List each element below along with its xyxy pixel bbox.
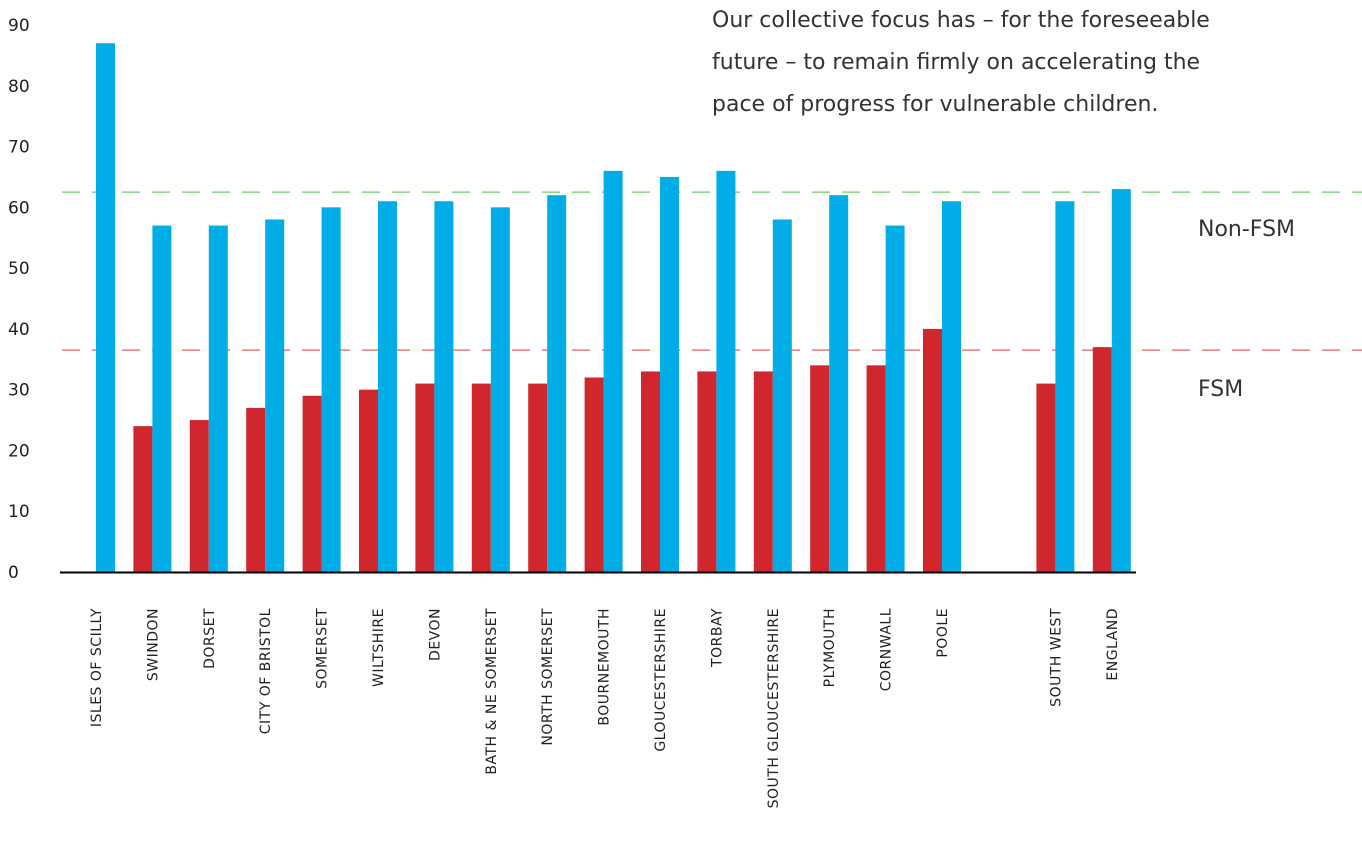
non-fsm-bar [829,195,849,572]
non-fsm-bar [96,43,115,572]
x-category-label: CORNWALL [879,608,895,691]
non-fsm-bar [716,170,736,572]
x-category-label: CITY OF BRISTOL [258,608,274,734]
x-category-label: DORSET [202,608,218,669]
x-category-label: TORBAY [709,608,725,668]
non-fsm-bar [321,207,341,573]
x-category-label: NORTH SOMERSET [540,608,556,746]
x-category-label: ENGLAND [1105,608,1121,681]
fsm-bar [584,377,604,572]
fsm-bar [753,371,773,572]
reference-lines [62,191,1362,351]
non-fsm-bar [265,219,285,572]
annotation-line: pace of progress for vulnerable children… [712,92,1159,117]
fsm-bar [1036,383,1056,572]
x-category-label: SWINDON [145,608,161,681]
fsm-bar [302,395,322,572]
fsm-bar [697,371,717,572]
x-category-label: WILTSHIRE [371,608,387,687]
x-axis-labels: ISLES OF SCILLY SWINDON DORSET CITY OF BRIS… [89,608,1121,808]
x-category-label: POOLE [935,608,951,658]
fsm-bar [528,383,548,572]
non-fsm-bar [490,207,510,573]
fsm-bar [923,328,942,572]
y-tick-label: 0 [8,563,19,583]
non-fsm-bar [772,219,792,572]
y-tick-label: 60 [8,198,30,218]
fsm-bar [133,426,153,572]
bars [96,43,1131,573]
x-category-label: SOUTH WEST [1048,608,1064,707]
y-tick-label: 80 [8,77,30,97]
non-fsm-bar [660,176,679,572]
y-tick-label: 70 [8,138,30,158]
x-category-label: SOUTH GLOUCESTERSHIRE [766,608,782,808]
x-category-label: PLYMOUTH [822,608,838,687]
y-tick-label: 10 [8,502,30,522]
non-fsm-bar [208,225,228,573]
fsm-bar [866,365,886,572]
y-axis-ticks: 0 10 20 30 40 50 60 70 80 90 [8,16,30,583]
y-tick-label: 30 [8,381,30,401]
fsm-bar [641,371,660,572]
fsm-bar [359,389,378,572]
non-fsm-bar [1055,201,1075,572]
non-fsm-bar [942,201,961,572]
non-fsm-bar [378,201,397,572]
y-tick-label: 50 [8,259,30,279]
non-fsm-bar [603,170,623,572]
y-tick-label: 40 [8,320,30,340]
annotation-line: Our collective focus has – for the fores… [712,8,1210,33]
x-category-label: DEVON [427,608,443,661]
fsm-bar [246,407,266,572]
fsm-bar [415,383,435,572]
x-category-label: BOURNEMOUTH [597,608,613,726]
non-fsm-bar [547,195,567,572]
non-fsm-label: Non-FSM [1198,217,1295,242]
y-tick-label: 20 [8,441,30,461]
x-category-label: BATH & NE SOMERSET [484,608,500,775]
x-category-label: SOMERSET [315,608,331,689]
fsm-bar [1092,347,1112,572]
non-fsm-bar [434,201,454,572]
non-fsm-bar [1111,189,1131,572]
non-fsm-bar [885,225,905,573]
non-fsm-bar [152,225,172,573]
x-category-label: ISLES OF SCILLY [89,608,105,727]
annotation-text: Our collective focus has – for the fores… [712,0,1272,126]
fsm-bar [810,365,830,572]
fsm-bar [471,383,491,572]
fsm-label: FSM [1198,377,1243,402]
fsm-bar [189,420,209,572]
x-category-label: GLOUCESTERSHIRE [653,608,669,752]
y-tick-label: 90 [8,16,30,36]
annotation-line: future – to remain firmly on acceleratin… [712,50,1201,75]
